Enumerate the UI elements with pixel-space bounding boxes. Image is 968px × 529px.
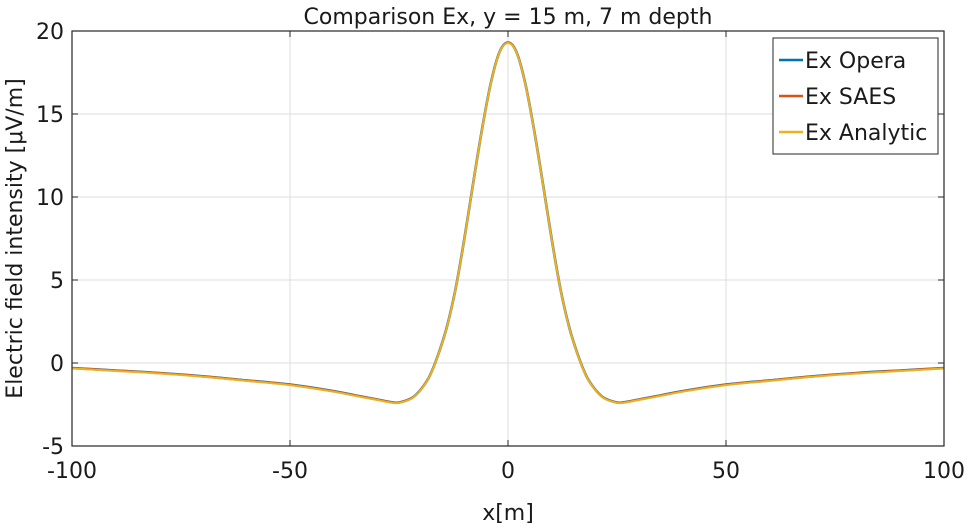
legend: Ex Opera Ex SAES Ex Analytic <box>772 37 939 155</box>
chart-title: Comparison Ex, y = 15 m, 7 m depth <box>304 5 713 30</box>
x-axis-title: x[m] <box>482 501 534 526</box>
y-tick-label: 15 <box>36 103 64 128</box>
y-tick-label: -5 <box>42 435 64 460</box>
x-tick-label: -50 <box>272 459 308 484</box>
x-tick-label: 0 <box>501 459 515 484</box>
y-tick-label: 20 <box>36 20 64 45</box>
series-line-ex-analytic <box>71 42 945 405</box>
x-tick-label: -100 <box>47 459 97 484</box>
x-tick-label: 100 <box>923 459 965 484</box>
y-tick-label: 0 <box>50 352 64 377</box>
legend-label: Ex Analytic <box>805 121 927 146</box>
series-layer <box>71 41 945 405</box>
y-tick-label: 10 <box>36 186 64 211</box>
y-tick-label: 5 <box>50 269 64 294</box>
legend-label: Ex Opera <box>805 49 906 74</box>
y-axis-title: Electric field intensity [μV/m] <box>3 78 28 398</box>
x-tick-label: 50 <box>712 459 740 484</box>
legend-label: Ex SAES <box>805 85 896 110</box>
